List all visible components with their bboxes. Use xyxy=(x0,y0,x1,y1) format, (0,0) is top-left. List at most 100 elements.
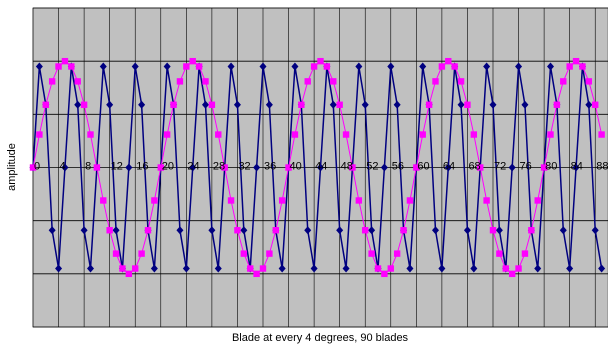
marker-square xyxy=(234,227,241,234)
marker-diamond xyxy=(163,62,171,71)
marker-square xyxy=(240,250,248,257)
marker-square xyxy=(406,197,414,204)
marker-square xyxy=(227,197,235,204)
marker-diamond xyxy=(131,62,139,71)
marker-square xyxy=(195,63,203,70)
marker-square xyxy=(138,250,145,257)
marker-square xyxy=(451,63,458,70)
marker-square xyxy=(144,227,152,234)
x-tick-label: 40 xyxy=(290,160,302,172)
x-tick-label: 60 xyxy=(417,160,429,172)
marker-square xyxy=(247,265,254,272)
marker-square xyxy=(272,227,279,234)
marker-square xyxy=(61,57,69,65)
marker-diamond xyxy=(368,226,376,235)
marker-square xyxy=(540,164,548,171)
marker-square xyxy=(464,101,471,108)
marker-diamond xyxy=(470,264,478,273)
marker-diamond xyxy=(80,226,88,235)
marker-diamond xyxy=(521,100,529,109)
marker-square xyxy=(483,197,490,204)
x-axis-title: Blade at every 4 degrees, 90 blades xyxy=(232,332,409,344)
marker-diamond xyxy=(534,264,542,273)
marker-diamond xyxy=(265,100,273,109)
marker-square xyxy=(106,227,113,234)
marker-square xyxy=(93,164,101,171)
marker-square xyxy=(477,164,484,171)
marker-diamond xyxy=(74,100,82,109)
marker-diamond xyxy=(495,226,503,235)
marker-square xyxy=(419,131,426,138)
marker-square xyxy=(304,78,311,85)
marker-diamond xyxy=(138,100,146,109)
marker-diamond xyxy=(182,264,190,273)
marker-square xyxy=(176,78,184,85)
marker-diamond xyxy=(342,264,350,273)
x-tick-label: 84 xyxy=(571,160,583,172)
x-tick-label: 76 xyxy=(520,160,532,172)
marker-square xyxy=(68,63,75,70)
marker-square xyxy=(432,78,439,85)
marker-square xyxy=(170,101,177,108)
marker-square xyxy=(163,131,171,138)
marker-diamond xyxy=(336,226,344,235)
marker-square xyxy=(112,250,120,257)
marker-diamond xyxy=(438,264,446,273)
marker-square xyxy=(508,270,516,278)
marker-diamond xyxy=(566,264,574,273)
marker-diamond xyxy=(317,163,324,172)
marker-square xyxy=(579,63,586,70)
marker-square xyxy=(374,265,382,272)
marker-square xyxy=(29,164,37,171)
marker-diamond xyxy=(463,226,471,235)
x-tick-label: 32 xyxy=(238,160,250,172)
marker-diamond xyxy=(48,226,56,235)
x-tick-label: 8 xyxy=(85,160,91,172)
marker-square xyxy=(215,131,222,138)
marker-square xyxy=(528,227,535,234)
marker-square xyxy=(183,63,190,70)
marker-square xyxy=(438,63,446,70)
marker-diamond xyxy=(444,163,452,172)
marker-diamond xyxy=(99,62,107,71)
marker-diamond xyxy=(380,163,388,172)
marker-square xyxy=(362,227,369,234)
x-tick-label: 44 xyxy=(315,160,327,172)
marker-diamond xyxy=(547,62,554,71)
marker-diamond xyxy=(355,62,363,71)
marker-square xyxy=(125,270,133,278)
marker-diamond xyxy=(35,62,43,71)
marker-square xyxy=(202,78,209,85)
x-tick-label: 56 xyxy=(392,160,404,172)
marker-diamond xyxy=(208,226,216,235)
marker-square xyxy=(208,101,216,108)
marker-diamond xyxy=(515,62,523,71)
marker-square xyxy=(470,131,478,138)
marker-square xyxy=(445,57,452,65)
marker-diamond xyxy=(291,62,299,71)
x-tick-label: 80 xyxy=(545,160,557,172)
marker-diamond xyxy=(112,226,120,235)
x-tick-label: 68 xyxy=(468,160,480,172)
marker-square xyxy=(323,63,331,70)
marker-square xyxy=(291,131,299,138)
marker-square xyxy=(515,265,522,272)
marker-diamond xyxy=(304,226,312,235)
marker-diamond xyxy=(432,226,439,235)
marker-diamond xyxy=(559,226,567,235)
marker-diamond xyxy=(125,163,133,172)
marker-diamond xyxy=(310,264,318,273)
marker-square xyxy=(585,78,593,85)
marker-square xyxy=(381,270,388,278)
marker-diamond xyxy=(329,100,337,109)
x-tick-label: 64 xyxy=(443,160,455,172)
marker-diamond xyxy=(361,100,369,109)
marker-square xyxy=(278,197,286,204)
marker-diamond xyxy=(393,100,401,109)
marker-diamond xyxy=(598,264,606,273)
marker-square xyxy=(189,57,196,65)
x-tick-label: 4 xyxy=(60,160,66,172)
marker-square xyxy=(151,197,158,204)
